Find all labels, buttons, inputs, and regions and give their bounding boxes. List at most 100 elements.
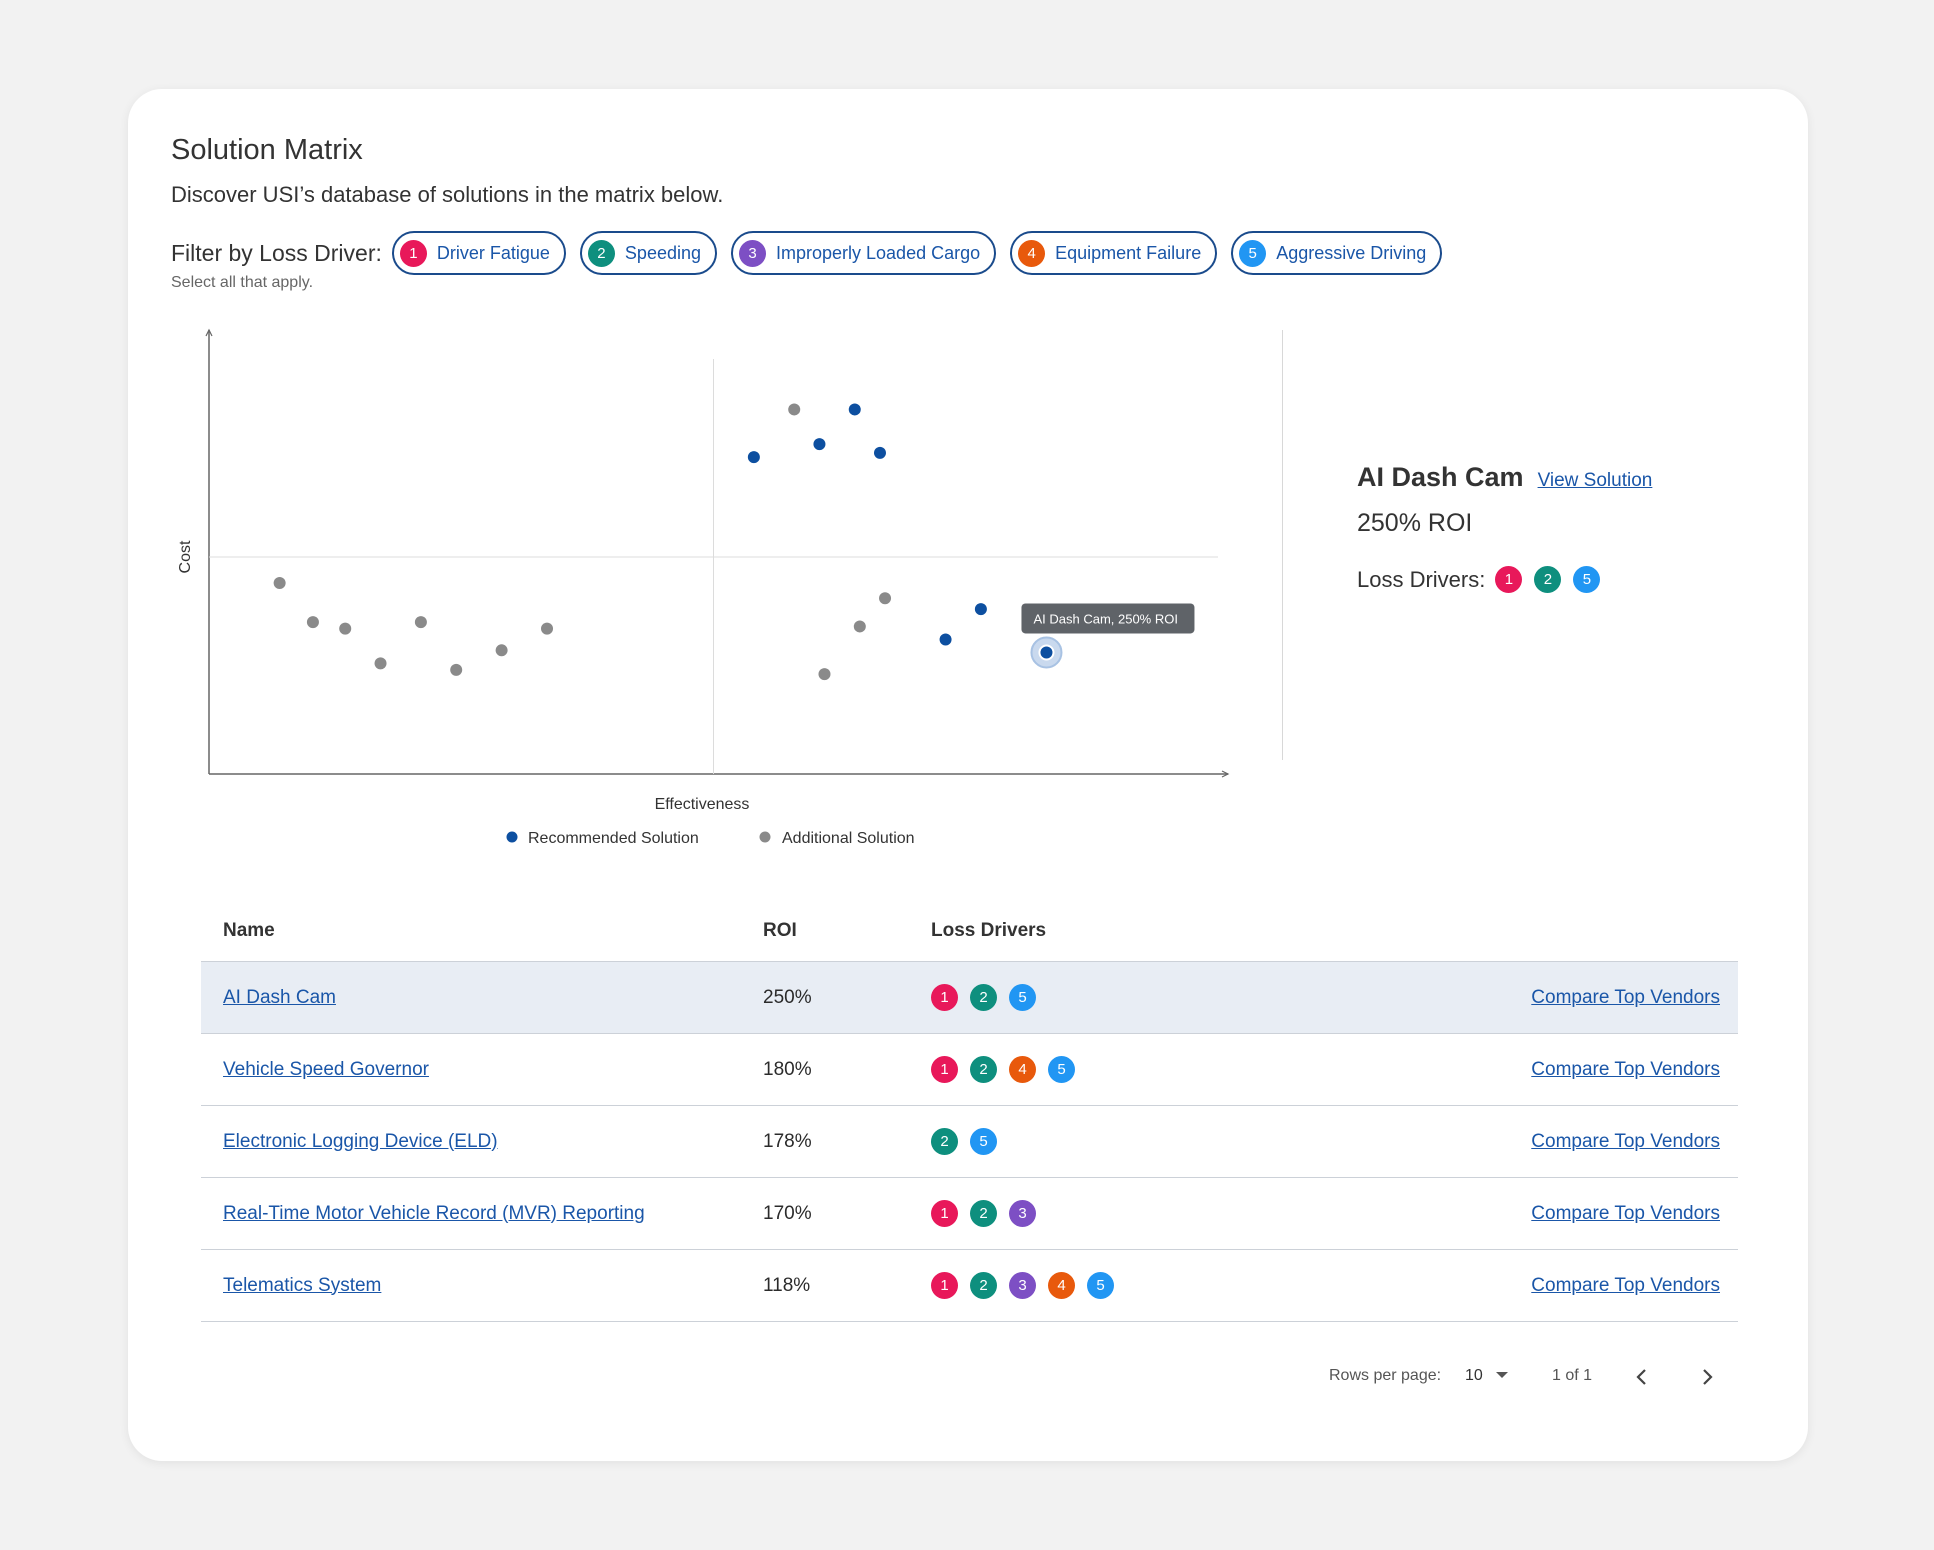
x-axis-arrow-icon [1221, 770, 1230, 778]
badge-driver-5: 5 [1048, 1056, 1075, 1083]
column-header-loss-drivers[interactable]: Loss Drivers [931, 919, 1047, 941]
view-solution-link[interactable]: View Solution [1537, 470, 1653, 491]
solution-name-link[interactable]: AI Dash Cam [223, 986, 336, 1008]
legend-marker-recommended [506, 831, 518, 843]
chevron-left-icon [1636, 1369, 1646, 1385]
table-row[interactable]: Real-Time Motor Vehicle Record (MVR) Rep… [201, 1178, 1738, 1250]
badge-driver-2: 2 [1534, 566, 1562, 593]
roi-cell: 178% [763, 1130, 812, 1152]
legend-label-additional: Additional Solution [782, 830, 915, 847]
recommended-solution-point[interactable] [873, 446, 886, 459]
filter-chip-driver-fatigue[interactable]: 1 Driver Fatigue [391, 231, 566, 275]
additional-solution-point[interactable] [788, 403, 801, 416]
detail-solution-name: AI Dash Cam [1357, 462, 1524, 492]
recommended-solution-point[interactable] [974, 603, 987, 616]
additional-solution-point[interactable] [495, 644, 508, 657]
compare-top-vendors-link[interactable]: Compare Top Vendors [1531, 1274, 1720, 1296]
solution-name-link[interactable]: Vehicle Speed Governor [223, 1058, 429, 1080]
badge-driver-2: 2 [970, 1200, 997, 1227]
badge-driver-5: 5 [1573, 566, 1601, 593]
roi-cell: 180% [763, 1058, 812, 1080]
badge-driver-3: 3 [1009, 1272, 1036, 1299]
chip-label: Driver Fatigue [436, 242, 550, 263]
compare-top-vendors-link[interactable]: Compare Top Vendors [1531, 986, 1720, 1008]
badge-driver-3: 3 [739, 239, 766, 267]
rows-per-page-select[interactable]: 10 [1465, 1367, 1509, 1385]
solution-matrix-card [128, 89, 1808, 1461]
table-row[interactable]: Vehicle Speed Governor 180% 1 2 4 5 Compare To… [201, 1034, 1738, 1106]
recommended-solution-point[interactable] [1040, 646, 1053, 659]
page-subtitle: Discover USI’s database of solutions in … [171, 182, 724, 207]
filter-hint: Select all that apply. [171, 274, 314, 291]
recommended-solution-point[interactable] [813, 438, 826, 451]
badge-driver-1: 1 [931, 1200, 958, 1227]
table-pagination: Rows per page: 10 1 of 1 [1329, 1363, 1749, 1393]
badge-driver-2: 2 [587, 239, 615, 267]
x-axis-label: Effectiveness [655, 796, 750, 813]
next-page-button[interactable] [1694, 1363, 1720, 1396]
badge-driver-2: 2 [970, 984, 997, 1011]
additional-solution-point[interactable] [414, 616, 427, 629]
chip-label: Improperly Loaded Cargo [776, 242, 981, 263]
solution-name-link[interactable]: Electronic Logging Device (ELD) [223, 1130, 498, 1152]
compare-top-vendors-link[interactable]: Compare Top Vendors [1531, 1130, 1720, 1152]
additional-solution-point[interactable] [541, 622, 554, 635]
filter-chip-improperly-loaded-cargo[interactable]: 3 Improperly Loaded Cargo [731, 231, 997, 275]
additional-solution-point[interactable] [306, 616, 319, 629]
table-row[interactable]: Electronic Logging Device (ELD) 178% 2 5 Com… [201, 1106, 1738, 1178]
table-row[interactable]: AI Dash Cam 250% 1 2 5 Compare Top Vendors [201, 962, 1738, 1034]
badge-driver-4: 4 [1048, 1272, 1075, 1299]
filter-label: Filter by Loss Driver: [171, 239, 382, 266]
additional-solution-point[interactable] [879, 592, 892, 605]
column-header-roi[interactable]: ROI [763, 919, 797, 941]
detail-drivers-label: Loss Drivers: [1357, 566, 1486, 592]
chip-label: Aggressive Driving [1276, 242, 1427, 263]
badge-driver-2: 2 [970, 1272, 997, 1299]
solutions-table: Name ROI Loss Drivers AI Dash Cam 250% 1 2 5… [201, 900, 1738, 1322]
filter-chip-speeding[interactable]: 2 Speeding [579, 231, 717, 275]
additional-solution-point[interactable] [853, 620, 866, 633]
filter-chip-aggressive-driving[interactable]: 5 Aggressive Driving [1231, 231, 1443, 275]
compare-top-vendors-link[interactable]: Compare Top Vendors [1531, 1058, 1720, 1080]
roi-cell: 118% [763, 1274, 811, 1296]
rows-per-page-value: 10 [1465, 1367, 1483, 1384]
recommended-solution-point[interactable] [747, 451, 760, 464]
additional-solution-point[interactable] [273, 577, 286, 590]
previous-page-button[interactable] [1629, 1363, 1655, 1396]
recommended-solution-point[interactable] [848, 403, 861, 416]
table-row[interactable]: Telematics System 118% 1 2 3 4 5 Compare Top Ve… [201, 1250, 1738, 1322]
additional-solution-point[interactable] [450, 663, 463, 676]
chart-tooltip-text: AI Dash Cam, 250% ROI [1033, 611, 1178, 626]
badge-driver-1: 1 [931, 984, 958, 1011]
filter-chip-equipment-failure[interactable]: 4 Equipment Failure [1010, 231, 1218, 275]
solution-name-link[interactable]: Real-Time Motor Vehicle Record (MVR) Rep… [223, 1202, 645, 1224]
rows-per-page-label: Rows per page: [1329, 1367, 1442, 1384]
chart-tooltip [1021, 603, 1195, 634]
scatter-plot: AI Dash Cam, 250% ROI Effectiveness Cost [177, 328, 1230, 813]
roi-cell: 250% [763, 986, 812, 1008]
additional-solution-point[interactable] [818, 668, 831, 681]
legend-label-recommended: Recommended Solution [528, 830, 699, 847]
y-axis-arrow-icon [205, 328, 213, 337]
compare-top-vendors-link[interactable]: Compare Top Vendors [1531, 1202, 1720, 1224]
solution-name-link[interactable]: Telematics System [223, 1274, 382, 1296]
badge-driver-5: 5 [1239, 239, 1267, 267]
chevron-right-icon [1703, 1369, 1713, 1385]
badge-driver-1: 1 [1495, 566, 1523, 593]
recommended-solution-point[interactable] [939, 633, 952, 646]
table-header: Name ROI Loss Drivers [201, 900, 1738, 962]
column-header-name[interactable]: Name [223, 919, 275, 941]
detail-roi: 250% ROI [1357, 509, 1473, 537]
badge-driver-1: 1 [931, 1056, 958, 1083]
additional-solution-point[interactable] [374, 657, 387, 670]
additional-solution-point[interactable] [339, 622, 352, 635]
badge-driver-4: 4 [1009, 1056, 1036, 1083]
chart-legend: Recommended Solution Additional Solution [0, 826, 1406, 848]
badge-driver-5: 5 [1087, 1272, 1114, 1299]
badge-driver-1: 1 [931, 1272, 958, 1299]
roi-cell: 170% [763, 1202, 812, 1224]
